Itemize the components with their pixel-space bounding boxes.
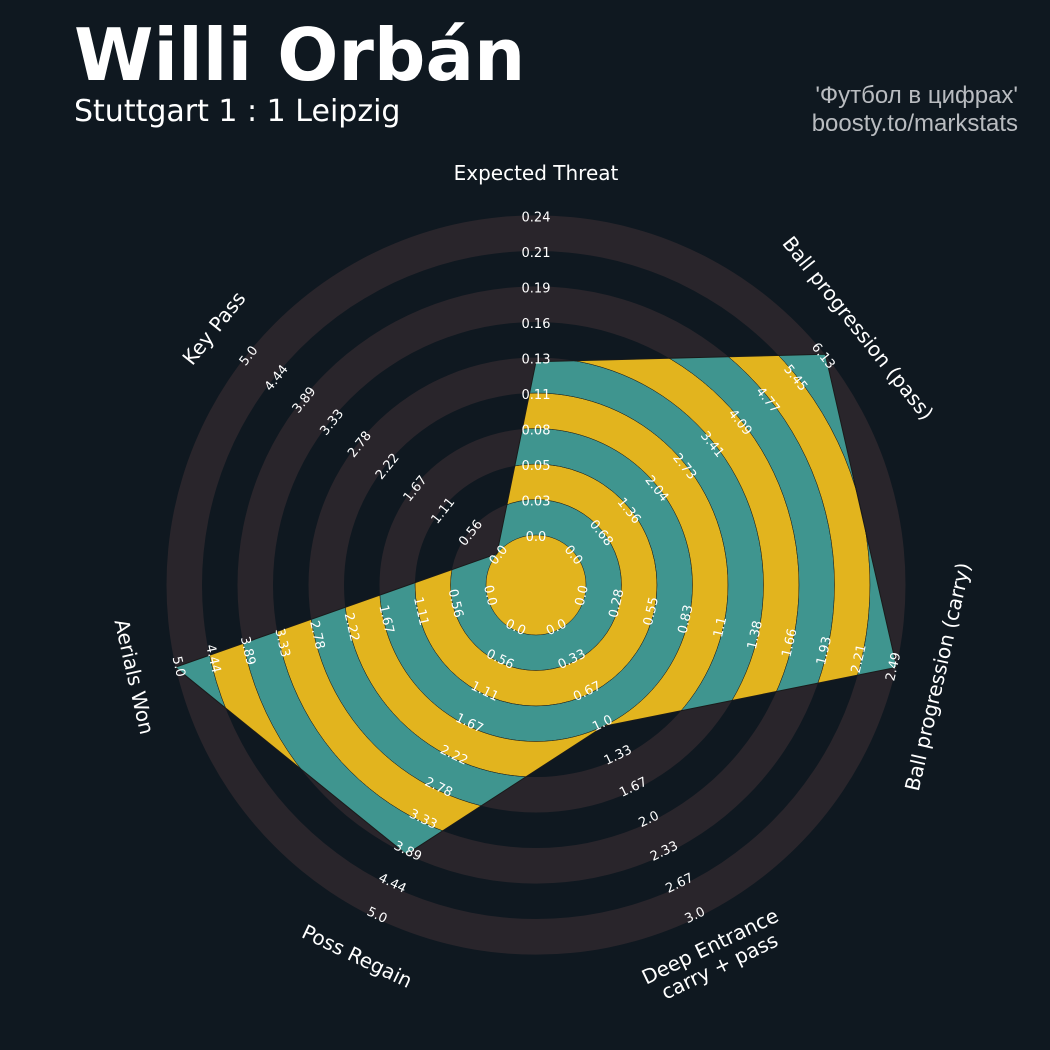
data-polygon-rings — [175, 354, 897, 855]
tick-label: 0.0 — [526, 530, 547, 545]
tick-label: 0.55 — [641, 596, 662, 628]
data-polygon — [174, 353, 898, 856]
tick-label: 4.44 — [202, 643, 223, 675]
polygon-core — [486, 535, 586, 635]
tick-label: 1.38 — [745, 619, 766, 651]
tick-label: 0.0 — [573, 584, 592, 608]
tick-label: 0.11 — [522, 388, 551, 403]
tick-label: 0.21 — [522, 246, 551, 261]
credit-line-2: boosty.to/markstats — [811, 110, 1018, 137]
tick-label: 0.0 — [480, 584, 499, 608]
tick-label: 0.28 — [606, 588, 627, 620]
match-subtitle: Stuttgart 1 : 1 Leipzig — [74, 94, 401, 129]
tick-label: 2.78 — [306, 619, 327, 651]
credit-line-1: 'Футбол в цифрах' — [815, 82, 1018, 109]
tick-label: 1.1 — [711, 615, 730, 639]
tick-label: 2.22 — [341, 611, 362, 643]
tick-label: 1.66 — [779, 627, 800, 659]
tick-label: 0.08 — [522, 424, 551, 439]
tick-label: 2.21 — [849, 643, 870, 675]
tick-label: 3.33 — [271, 627, 292, 659]
tick-label: 0.19 — [522, 282, 551, 297]
tick-label: 0.16 — [522, 317, 551, 332]
player-name: Willi Orbán — [74, 13, 526, 97]
tick-label: 1.11 — [410, 596, 431, 628]
tick-label: 0.24 — [522, 211, 551, 226]
tick-label: 3.89 — [237, 635, 258, 667]
tick-label: 0.05 — [522, 459, 551, 474]
axis-label: Ball progression (carry) — [900, 560, 976, 793]
axis-label: Aerials Won — [109, 617, 159, 737]
axis-label: Poss Regain — [298, 920, 416, 993]
tick-label: 2.49 — [883, 651, 904, 683]
tick-label: 1.93 — [814, 635, 835, 667]
axis-label: Expected Threat — [454, 161, 619, 185]
tick-label: 5.0 — [169, 655, 188, 679]
tick-label: 0.56 — [445, 588, 466, 620]
tick-label: 0.03 — [522, 495, 551, 510]
tick-label: 0.13 — [522, 353, 551, 368]
tick-label: 0.83 — [676, 604, 697, 636]
tick-label: 1.67 — [375, 604, 396, 636]
